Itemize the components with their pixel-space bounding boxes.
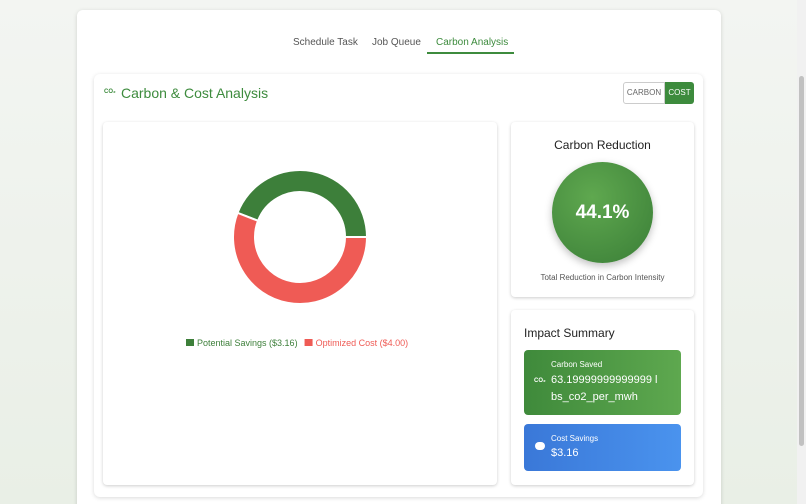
tab-active[interactable]: Carbon Analysis xyxy=(436,37,509,48)
legend-label: Optimized Cost ($4.00) xyxy=(316,338,409,348)
piggy-icon xyxy=(535,442,545,450)
reduction-title: Carbon Reduction xyxy=(554,138,651,152)
legend-label: Potential Savings ($3.16) xyxy=(197,338,298,348)
tab-indicator xyxy=(427,52,514,54)
cost-value: $3.16 xyxy=(551,447,579,459)
toggle-button-active[interactable]: COST xyxy=(665,82,694,104)
donut-slice xyxy=(236,169,369,238)
carbon-box: CO₂ Carbon Saved 63.19999999999999 lbs_c… xyxy=(524,350,681,415)
impact-title: Impact Summary xyxy=(524,326,615,340)
donut-chart: Potential Savings ($3.16) Optimized Cost … xyxy=(186,169,409,348)
reduction-circle: 44.1% xyxy=(552,162,653,263)
legend-swatch xyxy=(186,339,194,346)
cost-box: Cost Savings $3.16 xyxy=(524,424,681,471)
cost-label: Cost Savings xyxy=(551,434,599,443)
co2-icon: CO₂ xyxy=(104,89,116,95)
legend-swatch xyxy=(304,339,313,346)
chart-card: Potential Savings ($3.16) Optimized Cost … xyxy=(103,122,497,485)
carbon-label: Carbon Saved xyxy=(551,360,603,369)
reduction-card: Carbon Reduction 44.1% Total Reduction i… xyxy=(511,122,694,297)
scroll-thumb[interactable] xyxy=(799,76,804,446)
donut-slice xyxy=(232,211,369,305)
tab[interactable]: Schedule Task xyxy=(293,37,358,48)
impact-card: Impact Summary CO₂ Carbon Saved 63.19999… xyxy=(511,310,694,485)
scrollbar[interactable] xyxy=(797,0,806,504)
tab[interactable]: Job Queue xyxy=(372,37,421,48)
co2-icon: CO₂ xyxy=(534,378,546,384)
toggle-button[interactable]: CARBON xyxy=(623,82,665,104)
panel-title: Carbon & Cost Analysis xyxy=(121,85,269,101)
carbon-value: 63.19999999999999 lbs_co2_per_mwh xyxy=(551,374,658,403)
reduction-caption: Total Reduction in Carbon Intensity xyxy=(540,273,665,282)
